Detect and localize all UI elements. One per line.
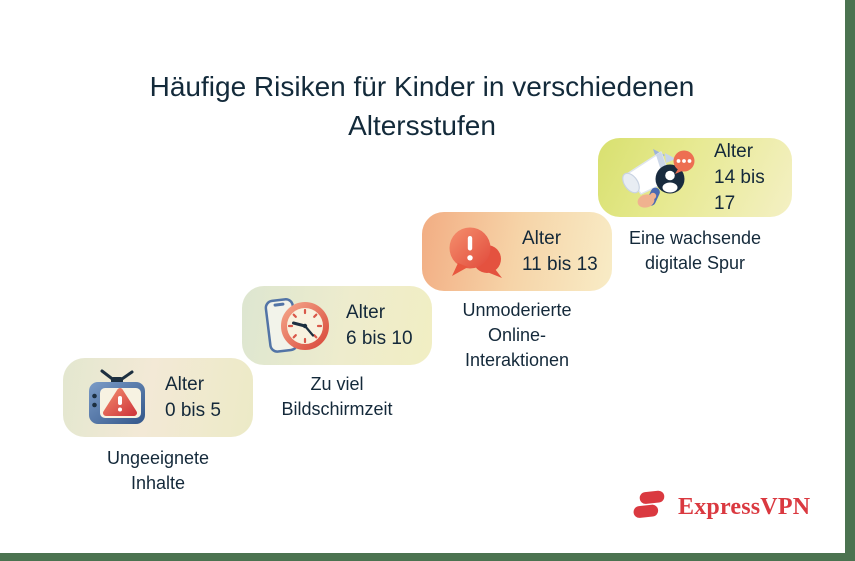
frame-edge-right (845, 0, 855, 561)
age-label: Alter 14 bis 17 (714, 140, 765, 214)
age-label: Alter 6 bis 10 (346, 301, 413, 349)
tv-warning-icon (85, 368, 149, 428)
expressvpn-logo-icon (630, 487, 668, 528)
age-card-14-17: Alter 14 bis 17 (598, 138, 792, 217)
caption-0-5: Ungeeignete Inhalte (106, 448, 210, 493)
age-card-11-13: Alter 11 bis 13 (422, 212, 612, 291)
expressvpn-wordmark: ExpressVPN (678, 494, 811, 520)
megaphone-icon (620, 146, 698, 210)
phone-clock-icon (264, 295, 330, 357)
chat-alert-icon (444, 223, 506, 281)
expressvpn-logo: ExpressVPN (630, 487, 810, 528)
caption-6-10: Zu viel Bildschirmzeit (281, 374, 393, 419)
age-label: Alter 11 bis 13 (522, 227, 598, 275)
age-card-0-5: Alter 0 bis 5 (63, 358, 253, 437)
page-title: Häufige Risiken für Kinder in verschiede… (149, 70, 695, 141)
frame-edge-bottom (0, 553, 855, 561)
age-label: Alter 0 bis 5 (165, 373, 221, 421)
caption-14-17: Eine wachsende digitale Spur (628, 228, 762, 273)
age-card-6-10: Alter 6 bis 10 (242, 286, 432, 365)
caption-11-13: Unmoderierte Online- Interaktionen (462, 300, 572, 370)
